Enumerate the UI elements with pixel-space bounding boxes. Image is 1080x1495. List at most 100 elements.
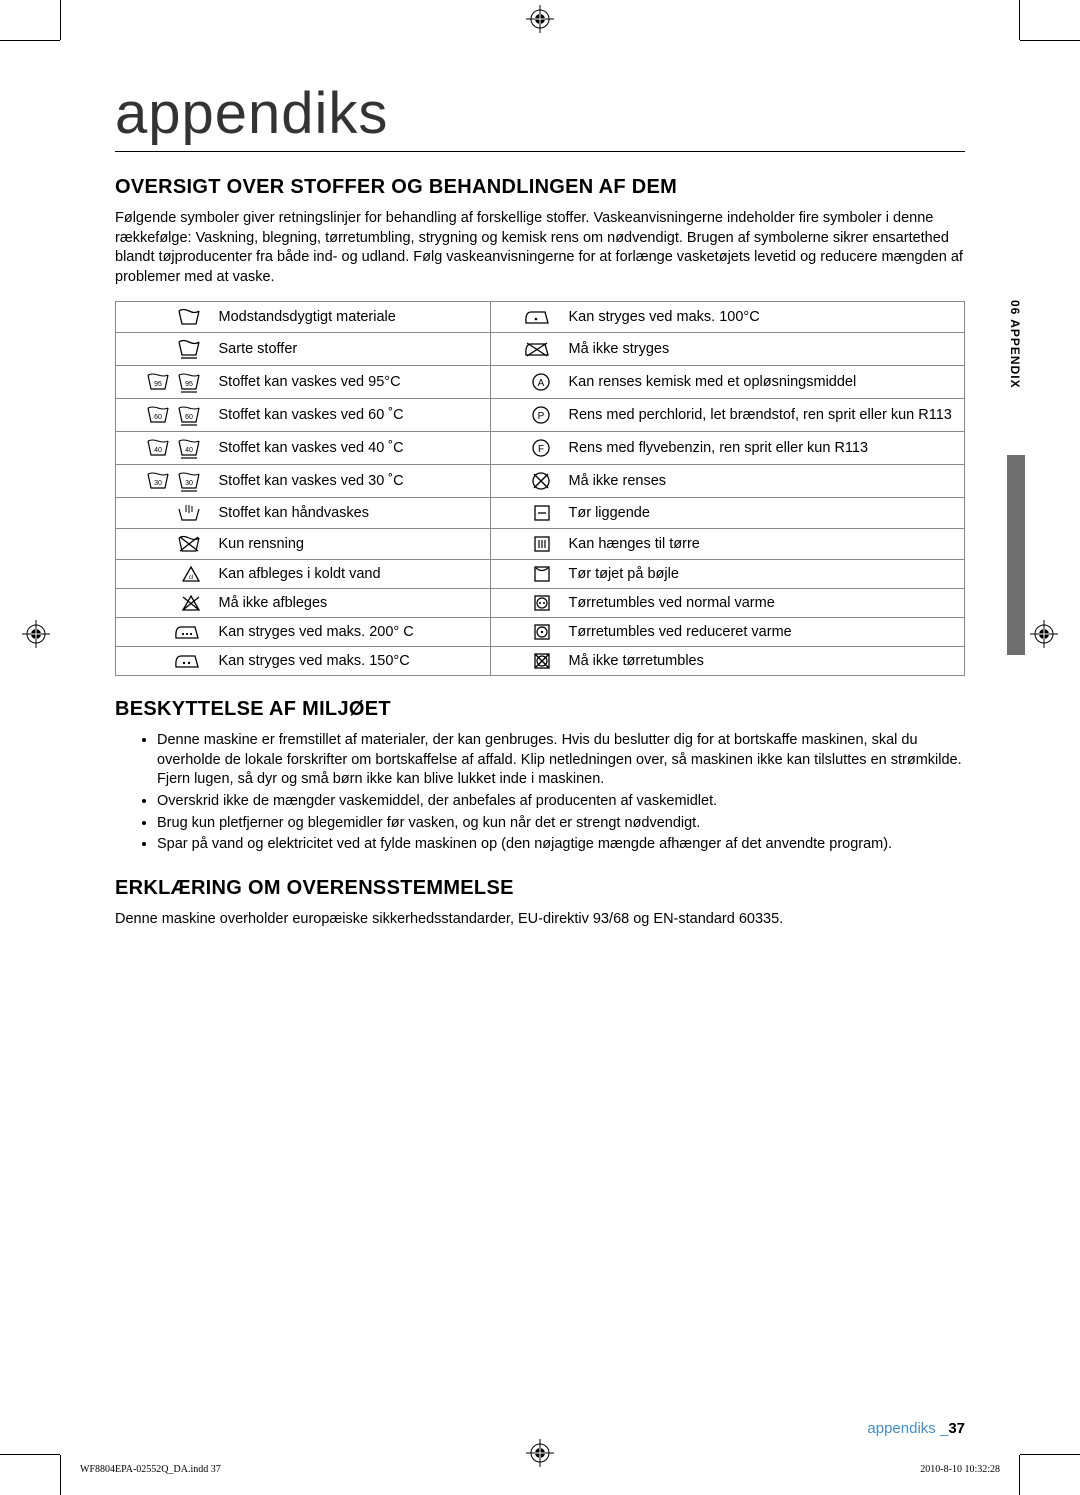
section-heading: ERKLÆRING OM OVERENSSTEMMELSE: [115, 877, 965, 900]
svg-text:A: A: [537, 378, 544, 389]
table-row: Kan stryges ved maks. 200° C Tørretumble…: [116, 618, 965, 647]
svg-text:60: 60: [185, 414, 193, 421]
section-heading: BESKYTTELSE AF MILJØET: [115, 698, 965, 721]
crop-mark: [1020, 40, 1080, 41]
wash-95-icon: 95: [146, 371, 170, 393]
iron-one-dot-icon: [521, 308, 551, 326]
table-row: 60 60 Stoffet kan vaskes ved 60 ˚C P Ren…: [116, 399, 965, 432]
wash-40-icon: 40: [146, 437, 170, 459]
table-row: 40 40 Stoffet kan vaskes ved 40 ˚C F Ren…: [116, 432, 965, 465]
tumble-reduced-icon: [533, 623, 551, 641]
table-row: Modstandsdygtigt materiale Kan stryges v…: [116, 302, 965, 333]
no-tumble-icon: [533, 652, 551, 670]
drip-dry-icon: [533, 565, 551, 583]
table-row: cl Kan afbleges i koldt vand Tør tøjet p…: [116, 560, 965, 589]
svg-text:cl: cl: [188, 575, 192, 581]
page-title: appendiks: [115, 80, 965, 152]
cell-label: Tørretumbles ved reduceret varme: [561, 618, 965, 647]
cell-label: Stoffet kan håndvaskes: [211, 498, 491, 529]
cell-label: Stoffet kan vaskes ved 30 ˚C: [211, 465, 491, 498]
svg-text:40: 40: [155, 447, 163, 454]
dryclean-a-icon: A: [531, 372, 551, 392]
table-row: 95 95 Stoffet kan vaskes ved 95°C A Kan …: [116, 366, 965, 399]
registration-mark-icon: [1030, 620, 1058, 648]
svg-text:95: 95: [185, 381, 193, 388]
bleach-icon: cl: [181, 565, 201, 583]
svg-text:F: F: [537, 444, 543, 455]
print-date: 2010-8-10 10:32:28: [920, 1464, 1000, 1475]
dry-flat-icon: [533, 504, 551, 522]
tumble-normal-icon: [533, 594, 551, 612]
wash-60-underline-icon: 60: [177, 404, 201, 426]
print-footer: WF8804EPA-02552Q_DA.indd 37 2010-8-10 10…: [80, 1464, 1000, 1475]
wash-30-icon: 30: [146, 470, 170, 492]
iron-three-dot-icon: [171, 623, 201, 641]
cell-label: Kan stryges ved maks. 150°C: [211, 647, 491, 676]
tub-underline-icon: [177, 338, 201, 360]
registration-mark-icon: [526, 1439, 554, 1467]
wash-40-underline-icon: 40: [177, 437, 201, 459]
registration-mark-icon: [526, 5, 554, 33]
cell-label: Kan hænges til tørre: [561, 529, 965, 560]
cell-label: Sarte stoffer: [211, 333, 491, 366]
dryclean-p-icon: P: [531, 405, 551, 425]
cell-label: Kun rensning: [211, 529, 491, 560]
cell-label: Tør liggende: [561, 498, 965, 529]
no-bleach-icon: [181, 594, 201, 612]
wash-30-underline-icon: 30: [177, 470, 201, 492]
dryclean-no-icon: [531, 471, 551, 491]
cell-label: Kan renses kemisk med et opløsningsmidde…: [561, 366, 965, 399]
cell-label: Må ikke afbleges: [211, 589, 491, 618]
line-dry-icon: [533, 535, 551, 553]
section-tab-bar: [1007, 455, 1025, 655]
dryclean-f-icon: F: [531, 438, 551, 458]
intro-text: Følgende symboler giver retningslinjer f…: [115, 209, 965, 287]
svg-text:30: 30: [155, 480, 163, 487]
table-row: Stoffet kan håndvaskes Tør liggende: [116, 498, 965, 529]
page-content: appendiks OVERSIGT OVER STOFFER OG BEHAN…: [115, 80, 965, 1435]
crop-mark: [1019, 1455, 1020, 1495]
crop-mark: [0, 1454, 60, 1455]
svg-text:60: 60: [155, 414, 163, 421]
cell-label: Stoffet kan vaskes ved 95°C: [211, 366, 491, 399]
cell-label: Kan stryges ved maks. 100°C: [561, 302, 965, 333]
wash-60-icon: 60: [146, 404, 170, 426]
wash-95-underline-icon: 95: [177, 371, 201, 393]
table-row: 30 30 Stoffet kan vaskes ved 30 ˚C Må ik…: [116, 465, 965, 498]
svg-text:95: 95: [155, 381, 163, 388]
crop-mark: [60, 1455, 61, 1495]
crop-mark: [60, 0, 61, 40]
cell-label: Stoffet kan vaskes ved 40 ˚C: [211, 432, 491, 465]
iron-cross-icon: [521, 340, 551, 358]
crop-mark: [1019, 0, 1020, 40]
print-file: WF8804EPA-02552Q_DA.indd 37: [80, 1464, 221, 1475]
cell-label: Tør tøjet på bøjle: [561, 560, 965, 589]
svg-text:30: 30: [185, 480, 193, 487]
compliance-text: Denne maskine overholder europæiske sikk…: [115, 910, 965, 930]
no-wash-icon: [177, 534, 201, 554]
cell-label: Må ikke tørretumbles: [561, 647, 965, 676]
tub-icon: [177, 307, 201, 327]
cell-label: Tørretumbles ved normal varme: [561, 589, 965, 618]
iron-two-dot-icon: [171, 652, 201, 670]
section-heading: OVERSIGT OVER STOFFER OG BEHANDLINGEN AF…: [115, 176, 965, 199]
cell-label: Kan stryges ved maks. 200° C: [211, 618, 491, 647]
section-tab-label: 06 APPENDIX: [1008, 300, 1022, 389]
crop-mark: [1020, 1454, 1080, 1455]
table-row: Må ikke afbleges Tørretumbles ved normal…: [116, 589, 965, 618]
cell-label: Rens med flyvebenzin, ren sprit eller ku…: [561, 432, 965, 465]
list-item: Spar på vand og elektricitet ved at fyld…: [157, 835, 965, 855]
table-row: Kun rensning Kan hænges til tørre: [116, 529, 965, 560]
environment-list: Denne maskine er fremstillet af material…: [115, 731, 965, 854]
footer-label: appendiks _: [867, 1420, 948, 1437]
list-item: Overskrid ikke de mængder vaskemiddel, d…: [157, 792, 965, 812]
table-row: Kan stryges ved maks. 150°C Må ikke tørr…: [116, 647, 965, 676]
handwash-icon: [177, 503, 201, 523]
page-footer: appendiks _37: [867, 1420, 965, 1437]
crop-mark: [0, 40, 60, 41]
cell-label: Må ikke renses: [561, 465, 965, 498]
cell-label: Rens med perchlorid, let brændstof, ren …: [561, 399, 965, 432]
fabric-care-table: Modstandsdygtigt materiale Kan stryges v…: [115, 301, 965, 676]
section-tab: 06 APPENDIX: [1005, 300, 1025, 394]
registration-mark-icon: [22, 620, 50, 648]
